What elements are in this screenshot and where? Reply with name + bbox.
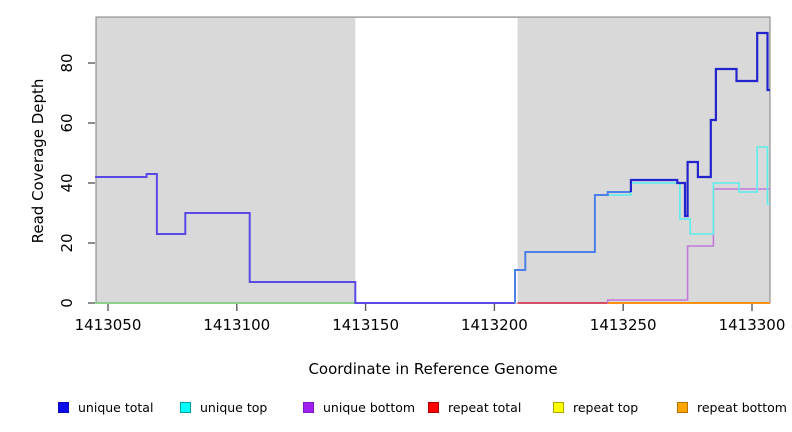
x-tick-label: 1413250 [589,316,657,334]
legend-label: unique top [200,399,268,415]
legend-swatch-icon [58,401,69,413]
y-tick-label: 20 [58,233,76,253]
legend-swatch-icon [553,401,564,413]
y-axis-title: Read Coverage Depth [29,78,47,244]
legend-label: unique bottom [323,399,416,415]
x-tick-label: 1413100 [203,316,271,334]
x-tick-label: 1413050 [74,316,142,334]
y-tick-label: 0 [58,298,76,308]
legend-swatch-icon [180,401,191,413]
legend-item-unique-bottom: unique bottom [303,399,415,415]
x-tick-label: 1413150 [332,316,399,334]
legend-swatch-icon [428,401,439,413]
legend-swatch-icon [677,401,688,413]
legend-item-unique-total: unique total [58,399,153,415]
y-tick-label: 40 [58,173,76,193]
x-axis-title: Coordinate in Reference Genome [308,360,558,378]
unique-total-right-segment [629,31,770,218]
legend-label: repeat top [573,399,639,415]
legend-label: unique total [78,399,154,415]
legend-item-repeat-bottom: repeat bottom [677,399,787,415]
gap-region [355,18,518,303]
unique-total-left-segment [95,173,515,304]
legend-label: repeat total [448,399,522,415]
legend-item-repeat-total: repeat total [428,399,521,415]
unique-top-line [594,146,770,235]
x-tick-label: 1413200 [460,316,528,334]
legend-swatch-icon [303,401,314,413]
y-tick-label: 80 [58,53,76,73]
legend-label: repeat bottom [697,399,787,415]
y-tick-label: 60 [58,113,76,133]
legend-item-repeat-top: repeat top [553,399,638,415]
unique-total-mid-segment [514,191,631,303]
x-tick-label: 1413300 [718,316,786,334]
legend-item-unique-top: unique top [180,399,267,415]
